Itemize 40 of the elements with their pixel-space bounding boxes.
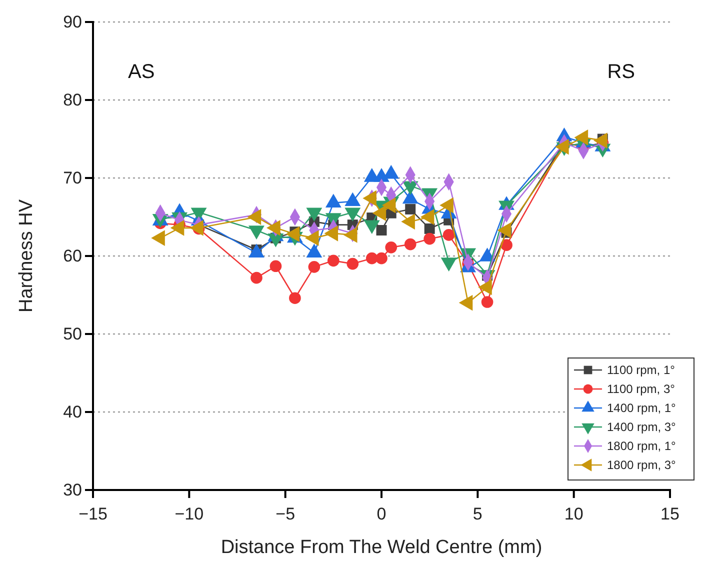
legend-label: 1800 rpm, 3° — [607, 458, 676, 472]
y-tick-label: 80 — [63, 90, 82, 110]
y-tick-label: 70 — [63, 168, 82, 188]
y-tick-label: 30 — [63, 480, 82, 500]
legend-label: 1800 rpm, 1° — [607, 439, 676, 454]
x-tick-label: −10 — [174, 504, 204, 524]
point — [405, 204, 416, 214]
point — [376, 252, 388, 264]
legend-label: 1400 rpm, 1° — [607, 401, 676, 416]
legend-label: 1400 rpm, 3° — [607, 420, 676, 434]
y-tick-label: 90 — [63, 12, 82, 32]
point — [308, 261, 320, 273]
x-tick-label: 0 — [376, 504, 386, 524]
y-axis-title: Hardness HV — [16, 199, 37, 312]
point — [424, 223, 435, 234]
legend-label: 1100 rpm, 1° — [607, 363, 676, 378]
point — [500, 239, 512, 251]
point — [289, 292, 301, 304]
point — [250, 272, 262, 284]
point — [442, 229, 455, 241]
point — [424, 232, 436, 245]
point — [376, 225, 387, 236]
annotation: AS — [128, 61, 155, 83]
x-tick-label: 15 — [660, 504, 680, 524]
point — [328, 254, 340, 267]
point — [385, 242, 398, 254]
x-tick-label: −5 — [276, 504, 296, 524]
y-tick-label: 40 — [63, 402, 82, 422]
x-tick-label: 5 — [472, 504, 482, 524]
x-axis-title: Distance From The Weld Centre (mm) — [220, 537, 542, 558]
annotation: RS — [607, 61, 635, 83]
point — [481, 296, 494, 308]
y-tick-label: 50 — [63, 324, 82, 344]
x-tick-label: −15 — [78, 504, 108, 524]
legend-label: 1100 rpm, 3° — [607, 382, 676, 396]
point — [270, 260, 282, 272]
x-tick-label: 10 — [564, 504, 584, 524]
point — [346, 258, 359, 270]
point — [404, 238, 416, 250]
y-tick-label: 60 — [63, 246, 82, 266]
